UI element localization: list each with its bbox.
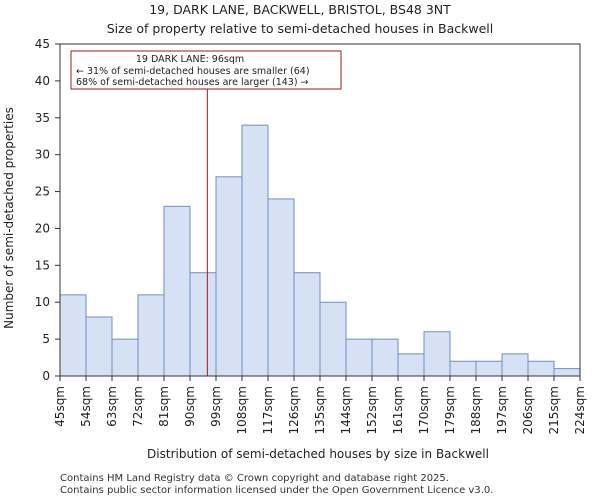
x-tick-label-117sqm: 117sqm [261, 386, 275, 434]
x-tick-label-215sqm: 215sqm [547, 386, 561, 434]
x-tick-label-81sqm: 81sqm [157, 386, 171, 427]
bar-215sqm [553, 368, 581, 377]
x-tick-label-63sqm: 63sqm [105, 386, 119, 427]
bar-117sqm [267, 198, 295, 377]
x-tick-label-99sqm: 99sqm [209, 386, 223, 427]
annotation-line-1: 19 DARK LANE: 96sqm [136, 54, 244, 65]
bar-63sqm [111, 338, 139, 377]
bar-126sqm [293, 272, 321, 377]
annotation-box [70, 50, 342, 90]
y-tick-label-40: 40 [35, 74, 50, 88]
y-tick-label-15: 15 [35, 258, 50, 272]
y-tick-label-0: 0 [42, 369, 50, 383]
x-tick-label-54sqm: 54sqm [79, 386, 93, 427]
x-tick-label-72sqm: 72sqm [131, 386, 145, 427]
y-tick-label-30: 30 [35, 148, 50, 162]
footer-licence: Contains public sector information licen… [60, 485, 494, 496]
bar-144sqm [345, 338, 373, 377]
x-tick-label-45sqm: 45sqm [53, 386, 67, 427]
chart-subtitle: Size of property relative to semi-detach… [107, 21, 493, 36]
bar-45sqm [59, 294, 87, 377]
bar-135sqm [319, 301, 347, 377]
x-tick-label-152sqm: 152sqm [365, 386, 379, 434]
bar-54sqm [85, 316, 113, 377]
annotation-line-2: ← 31% of semi-detached houses are smalle… [76, 66, 310, 77]
x-tick-label-135sqm: 135sqm [313, 386, 327, 434]
bar-90sqm [189, 272, 217, 377]
x-tick-label-206sqm: 206sqm [521, 386, 535, 434]
y-tick-label-25: 25 [35, 185, 50, 199]
y-axis-label: Number of semi-detached properties [2, 107, 16, 329]
x-tick-label-170sqm: 170sqm [417, 386, 431, 434]
y-tick-label-5: 5 [42, 332, 50, 346]
x-tick-label-144sqm: 144sqm [339, 386, 353, 434]
bar-170sqm [423, 331, 451, 377]
x-tick-label-179sqm: 179sqm [443, 386, 457, 434]
x-axis-label: Distribution of semi-detached houses by … [147, 447, 489, 461]
annotation-line-3: 68% of semi-detached houses are larger (… [76, 77, 309, 88]
x-tick-label-90sqm: 90sqm [183, 386, 197, 427]
y-tick-label-35: 35 [35, 111, 50, 125]
x-tick-label-188sqm: 188sqm [469, 386, 483, 434]
bar-188sqm [475, 360, 503, 377]
plot-frame [59, 43, 581, 377]
bar-99sqm [215, 176, 243, 377]
bar-161sqm [397, 353, 425, 377]
y-axis: 0 5 10 15 20 25 30 35 40 45 [35, 37, 60, 383]
bar-108sqm [241, 124, 269, 377]
y-tick-label-20: 20 [35, 221, 50, 235]
x-tick-label-126sqm: 126sqm [287, 386, 301, 434]
chart-title: 19, DARK LANE, BACKWELL, BRISTOL, BS48 3… [149, 2, 451, 17]
x-tick-label-161sqm: 161sqm [391, 386, 405, 434]
x-tick-label-108sqm: 108sqm [235, 386, 249, 434]
bar-206sqm [527, 360, 555, 377]
bar-179sqm [449, 360, 477, 377]
x-tick-label-197sqm: 197sqm [495, 386, 509, 434]
bar-72sqm [137, 294, 165, 377]
bar-152sqm [371, 338, 399, 377]
bars-group [59, 124, 581, 377]
bar-197sqm [501, 353, 529, 377]
y-tick-label-45: 45 [35, 37, 50, 51]
footer-copyright: Contains HM Land Registry data © Crown c… [60, 473, 449, 484]
bar-81sqm [163, 205, 191, 377]
x-axis: 45sqm 54sqm 63sqm 72sqm 81sqm 90sqm 99sqm 108sq… [53, 376, 587, 434]
x-tick-label-224sqm: 224sqm [573, 386, 587, 434]
y-tick-label-10: 10 [35, 295, 50, 309]
